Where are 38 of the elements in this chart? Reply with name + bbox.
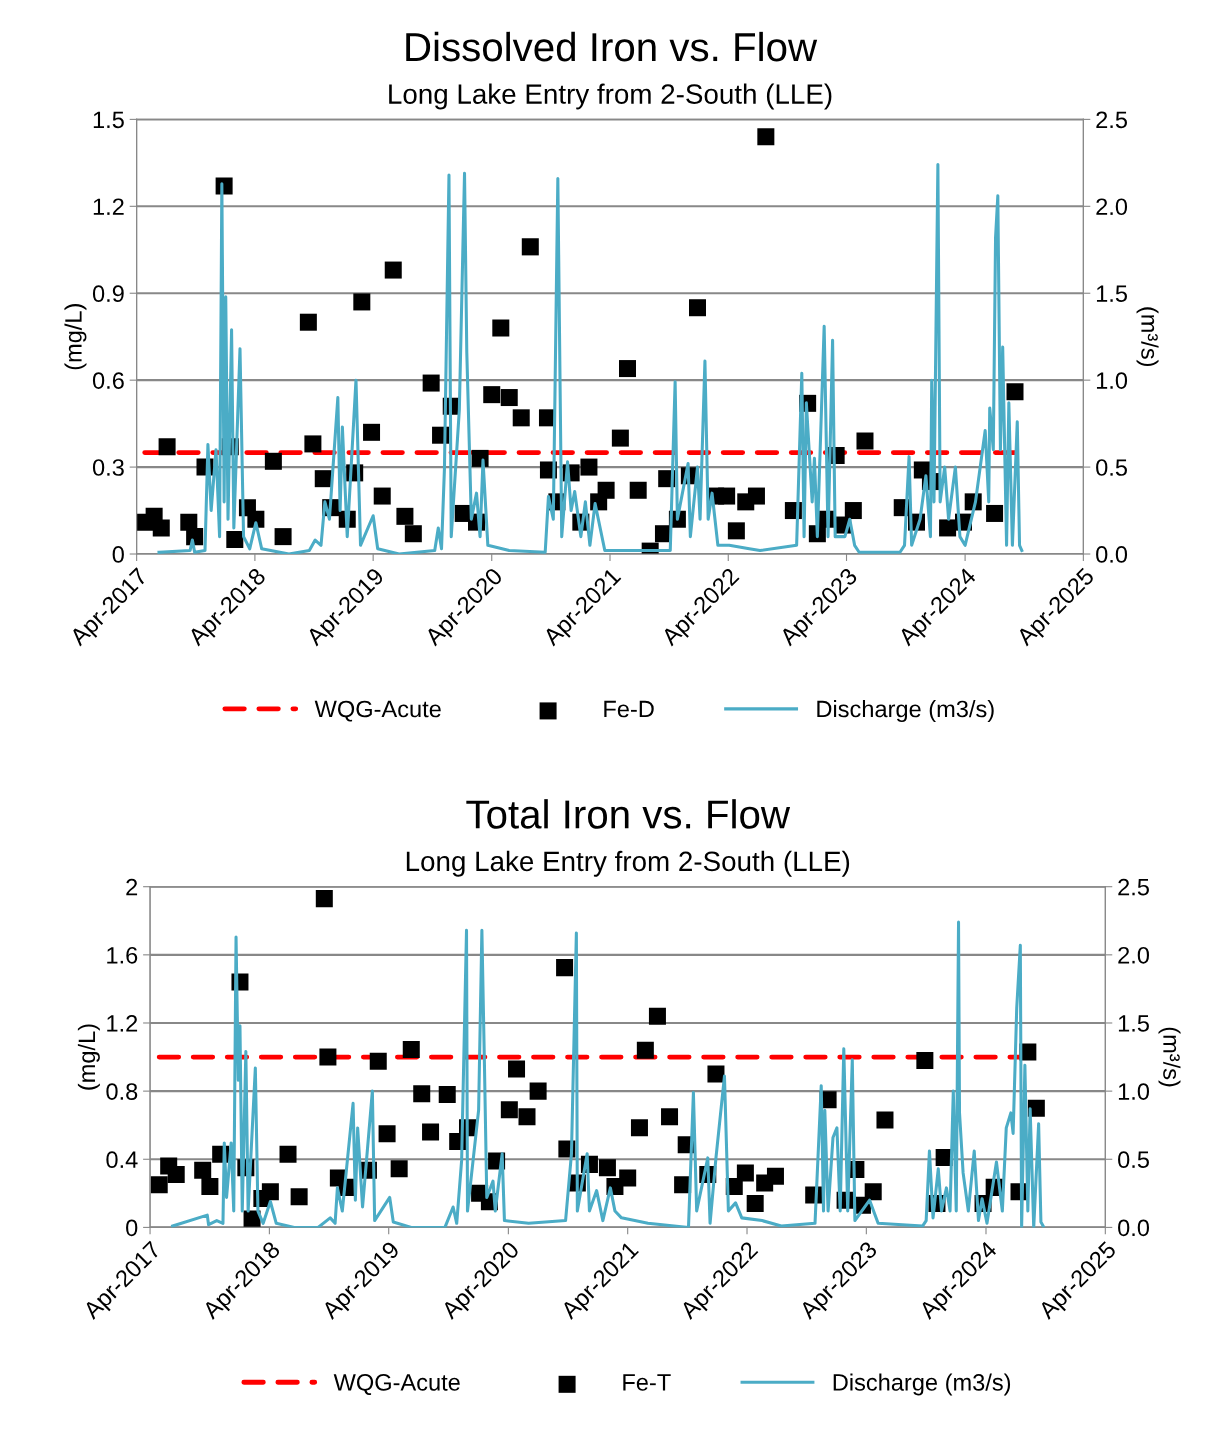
y2-tick-label: 0.5 <box>1118 1151 1149 1169</box>
y-tick-label: 0.9 <box>92 285 124 303</box>
y-tick-label: 0 <box>126 1219 138 1237</box>
chart-subtitle: Long Lake Entry from 2-South (LLE) <box>406 850 850 877</box>
y-axis-title: (mg/L) <box>77 1024 100 1090</box>
y-tick-label: 0.3 <box>92 459 124 476</box>
y-tick-label: 1.2 <box>93 198 124 215</box>
legend-label: WQG-Acute <box>333 1374 460 1395</box>
y-tick-label: 0.4 <box>106 1151 138 1169</box>
y2-tick-label: 0.0 <box>1096 546 1128 563</box>
legend-label: Discharge (m3/s) <box>817 700 994 723</box>
y-tick-label: 1.6 <box>107 946 138 964</box>
legend-label: WQG-Acute <box>314 700 441 722</box>
y2-tick-label: 1.0 <box>1118 1083 1150 1100</box>
y-tick-label: 0 <box>112 546 124 563</box>
chart-title: Dissolved Iron vs. Flow <box>406 31 818 62</box>
y2-tick-label: 0.5 <box>1096 459 1127 476</box>
y2-axis-title: (m³/s) <box>1136 307 1159 367</box>
y-tick-label: 1.2 <box>107 1015 138 1032</box>
legend-label: Fe-T <box>623 1374 671 1391</box>
chart-title: Total Iron vs. Flow <box>466 799 791 829</box>
y-tick-label: 1.5 <box>93 111 124 129</box>
y-tick-label: 0.8 <box>106 1083 138 1100</box>
legend-label: Discharge (m3/s) <box>833 1373 1011 1396</box>
y2-tick-label: 0.0 <box>1118 1219 1150 1237</box>
y2-tick-label: 2.0 <box>1118 946 1150 964</box>
legend-label: Fe-D <box>604 700 654 718</box>
y-axis-title: (mg/L) <box>64 304 87 370</box>
y2-tick-label: 2.5 <box>1096 111 1127 129</box>
y2-tick-label: 2.5 <box>1118 878 1149 896</box>
chart-subtitle: Long Lake Entry from 2-South (LLE) <box>389 83 832 110</box>
y2-tick-label: 1.5 <box>1096 285 1127 303</box>
y2-tick-label: 2.0 <box>1096 198 1128 216</box>
y2-tick-label: 1.5 <box>1118 1015 1149 1032</box>
y-tick-label: 2 <box>126 878 138 896</box>
y-tick-label: 0.6 <box>92 372 124 389</box>
y2-axis-title: (m³/s) <box>1158 1027 1181 1087</box>
y2-tick-label: 1.0 <box>1096 372 1128 389</box>
